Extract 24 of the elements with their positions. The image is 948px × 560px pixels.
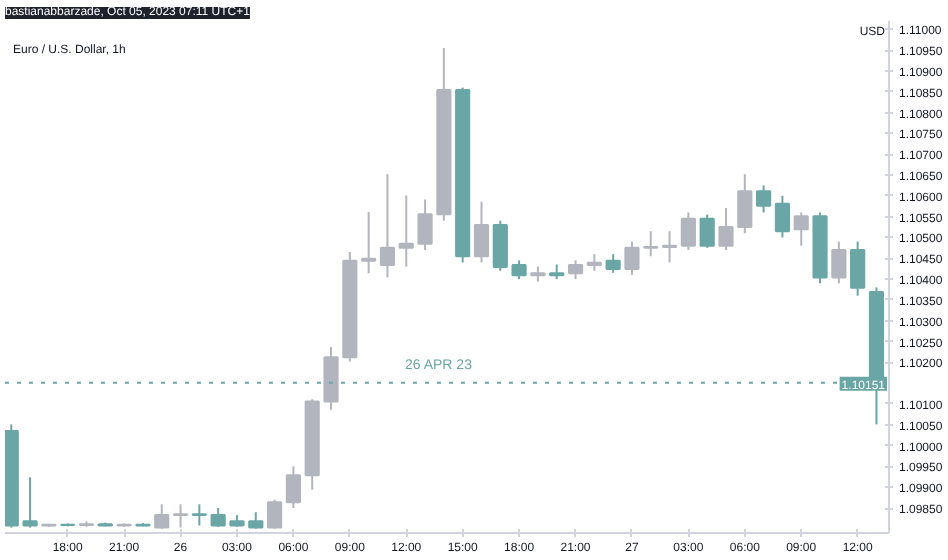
candlestick (379, 173, 396, 279)
candlestick (718, 206, 734, 251)
candlestick (774, 194, 790, 239)
candlestick (624, 240, 640, 276)
candlestick (680, 211, 696, 251)
candlestick (267, 498, 283, 530)
candlestick (850, 240, 866, 297)
candlestick (605, 253, 621, 274)
candlestick (492, 219, 508, 272)
candlestick (699, 213, 715, 249)
candlestick (511, 259, 527, 281)
candlestick (661, 230, 678, 264)
candlestick (567, 259, 584, 281)
candlestick (361, 211, 377, 275)
candlestick (285, 465, 301, 510)
candlestick (737, 173, 753, 235)
candlestick (756, 184, 772, 214)
candlestick (831, 240, 847, 285)
candlestick (473, 200, 490, 264)
candlestick (172, 503, 189, 529)
candlestick (793, 211, 809, 247)
candlestick (643, 230, 659, 258)
candlestick (154, 503, 170, 530)
candlestick (191, 503, 207, 527)
